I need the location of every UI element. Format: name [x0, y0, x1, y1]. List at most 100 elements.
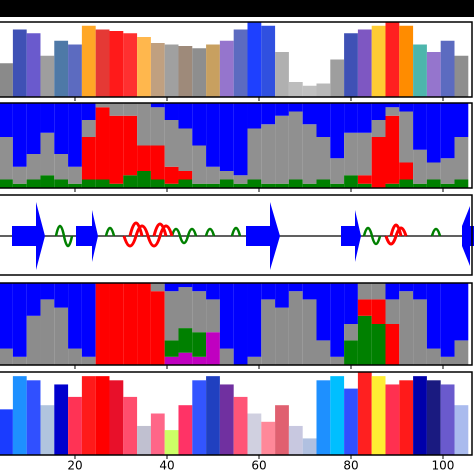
stack-segment — [275, 307, 289, 365]
stack-segment — [275, 103, 289, 116]
bar — [316, 380, 331, 455]
bar — [275, 405, 289, 455]
bar — [164, 44, 179, 97]
stack-segment — [178, 128, 193, 171]
stack-segment — [371, 137, 386, 188]
bar — [178, 405, 193, 455]
stack-segment — [123, 283, 138, 365]
stack-segment — [206, 299, 220, 333]
bar — [150, 413, 165, 455]
bar — [233, 396, 248, 455]
stack-segment — [219, 179, 234, 188]
stack-segment — [275, 283, 289, 308]
stack-segment — [454, 340, 469, 365]
stack-segment — [399, 291, 414, 365]
stack-segment — [316, 103, 331, 137]
stack-segment — [371, 283, 386, 300]
stack-segment — [233, 183, 248, 188]
top-bar — [0, 0, 474, 17]
bar — [123, 33, 138, 97]
stack-segment — [0, 103, 13, 137]
stack-segment — [440, 158, 455, 184]
stack-segment — [426, 283, 441, 349]
stack-segment — [385, 299, 400, 324]
bar — [0, 409, 13, 455]
stack-segment — [357, 283, 372, 300]
stack-segment — [454, 103, 469, 137]
stack-segment — [385, 324, 400, 365]
stack-segment — [123, 115, 138, 176]
bar — [95, 376, 110, 455]
stack-segment — [192, 291, 207, 333]
stack-segment — [219, 283, 234, 349]
stack-segment — [68, 166, 82, 184]
stack-segment — [344, 132, 358, 176]
stack-segment — [54, 179, 69, 188]
stack-segment — [288, 179, 303, 188]
stack-segment — [330, 158, 345, 184]
stack-segment — [40, 175, 55, 188]
stack-segment — [26, 283, 41, 316]
bar — [247, 22, 262, 97]
stack-segment — [330, 183, 345, 188]
stack-segment — [385, 103, 400, 108]
stack-segment — [192, 103, 207, 146]
stack-segment — [385, 107, 400, 116]
stack-segment — [206, 332, 220, 365]
stack-segment — [247, 179, 262, 188]
stack-segment — [150, 283, 165, 292]
bar — [261, 25, 276, 97]
stack-segment — [150, 103, 165, 108]
stack-segment — [247, 128, 262, 180]
x-tick-label: 40 — [159, 459, 174, 473]
bar — [344, 388, 358, 455]
stack-segment — [288, 103, 303, 112]
stack-segment — [40, 132, 55, 176]
bar — [330, 59, 345, 97]
stack-segment — [357, 132, 372, 176]
bar — [357, 29, 372, 97]
stack-segment — [178, 103, 193, 129]
bar — [385, 22, 400, 97]
stack-segment — [344, 103, 358, 133]
bar — [12, 29, 27, 97]
bar — [440, 384, 455, 455]
red-waves — [122, 221, 408, 248]
bar — [81, 376, 96, 455]
stack-segment — [454, 137, 469, 180]
bar — [233, 29, 248, 97]
stack-segment — [123, 103, 138, 116]
stack-segment — [288, 283, 303, 292]
stack-segment — [233, 283, 248, 365]
stack-segment — [192, 183, 207, 188]
stack-segment — [123, 175, 138, 188]
stack-segment — [247, 283, 262, 357]
bar — [109, 380, 124, 455]
stack-segment — [54, 283, 69, 308]
stack-segment — [275, 115, 289, 184]
stack-segment — [12, 356, 27, 365]
stack-segment — [150, 145, 165, 180]
x-tick-label: 100 — [432, 459, 455, 473]
stack-segment — [261, 183, 276, 188]
bar — [247, 413, 262, 455]
bar — [54, 384, 69, 455]
stack-segment — [219, 171, 234, 180]
stack-segment — [206, 183, 220, 188]
bar — [95, 29, 110, 97]
stack-segment — [302, 299, 317, 365]
bar — [288, 82, 303, 97]
stack-segment — [454, 283, 469, 341]
stack-segment — [109, 115, 124, 184]
stack-segment — [81, 179, 96, 188]
stack-segment — [440, 183, 455, 188]
bar — [68, 44, 82, 97]
stack-segment — [302, 183, 317, 188]
stack-segment — [178, 328, 193, 353]
stack-segment — [288, 111, 303, 180]
stack-segment — [344, 283, 358, 324]
stack-segment — [233, 175, 248, 184]
stack-segment — [81, 120, 96, 137]
stack-segment — [178, 283, 193, 288]
